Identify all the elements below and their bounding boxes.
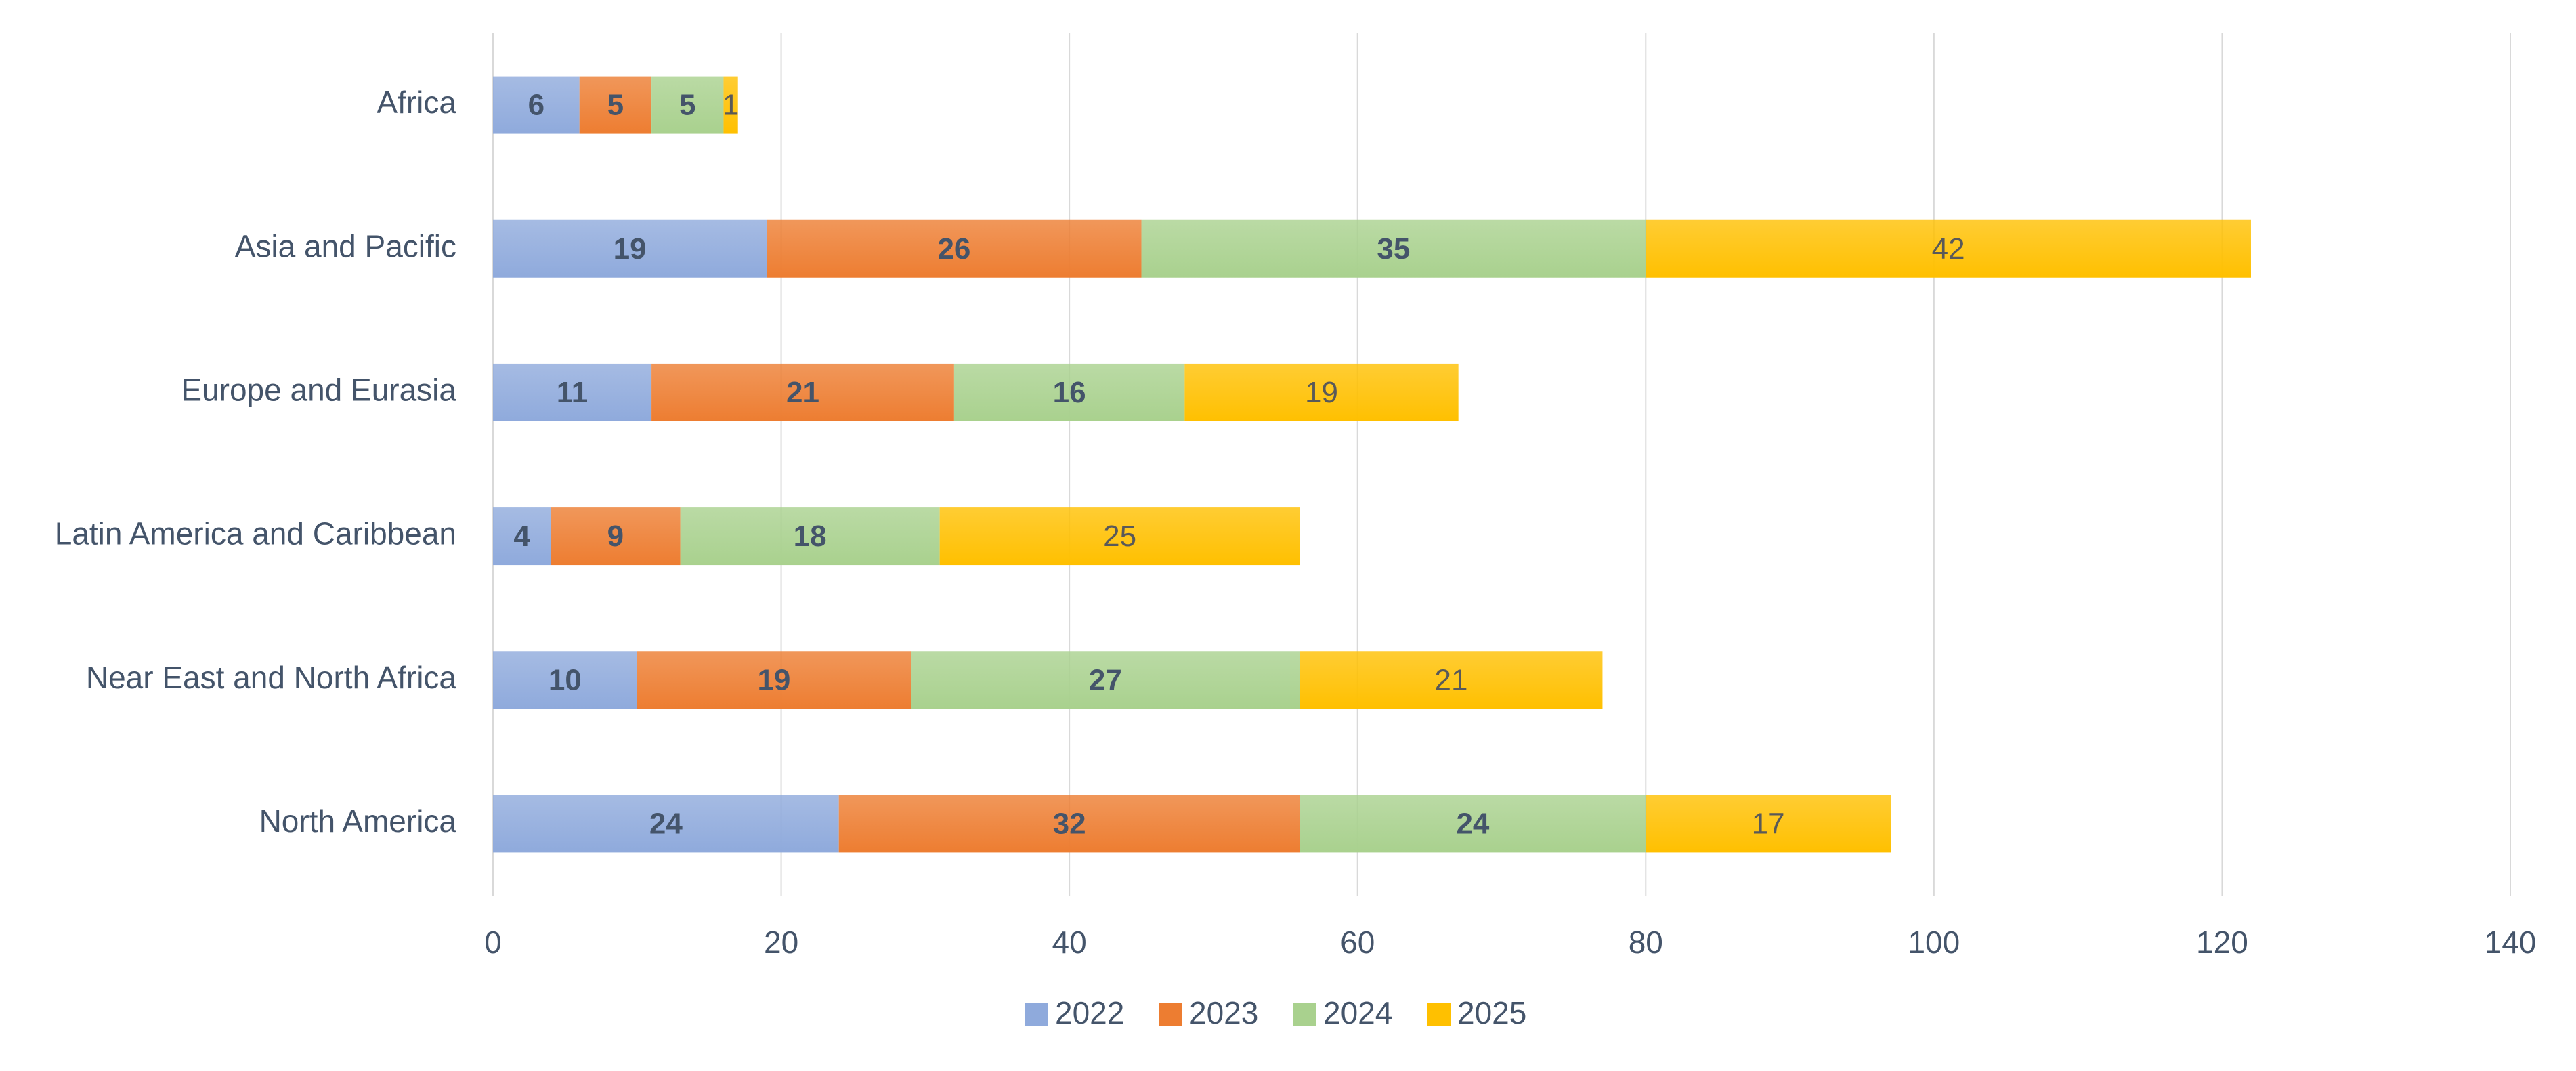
data-label: 35: [1377, 232, 1410, 266]
data-label: 5: [607, 89, 624, 122]
data-label: 11: [557, 376, 588, 409]
bar-segment: [1184, 363, 1459, 421]
data-label: 18: [794, 520, 827, 553]
y-tick-label: Latin America and Caribbean: [55, 516, 456, 551]
data-label: 5: [679, 89, 695, 122]
data-label: 16: [1053, 376, 1086, 409]
bar-segment: [1646, 219, 2251, 278]
bar-segment: [493, 219, 767, 278]
x-tick-label: 140: [2485, 925, 2537, 960]
bar-segment: [551, 507, 681, 566]
data-label: 19: [614, 232, 647, 266]
legend-label: 2022: [1055, 995, 1124, 1030]
data-label: 9: [607, 520, 624, 553]
data-label: 26: [937, 232, 970, 266]
bar-segment: [1646, 795, 1891, 853]
data-label: 32: [1053, 807, 1086, 841]
x-tick-label: 120: [2196, 925, 2248, 960]
bar-segment: [939, 507, 1300, 566]
bar-segment: [493, 76, 580, 134]
legend-swatch: [1293, 1003, 1316, 1026]
x-tick-label: 80: [1629, 925, 1663, 960]
y-tick-label: Europe and Eurasia: [181, 373, 456, 408]
data-label: 10: [549, 663, 582, 696]
x-tick-label: 20: [764, 925, 798, 960]
bar-segment: [493, 363, 652, 421]
legend-swatch: [1427, 1003, 1451, 1026]
y-tick-label: Near East and North Africa: [86, 660, 457, 695]
data-label: 42: [1932, 232, 1965, 266]
y-tick-label: Asia and Pacific: [235, 228, 456, 264]
data-label: 17: [1752, 807, 1785, 841]
data-label: 6: [528, 89, 544, 122]
bar-segment: [767, 219, 1142, 278]
legend-label: 2025: [1457, 995, 1526, 1030]
x-tick-label: 100: [1908, 925, 1960, 960]
data-label: 21: [1435, 663, 1468, 696]
data-label: 4: [513, 520, 530, 553]
bar-segment: [651, 363, 954, 421]
data-label: 25: [1103, 520, 1136, 553]
data-label: 19: [757, 663, 790, 696]
bar-segment: [493, 507, 551, 566]
data-label: 21: [786, 376, 819, 409]
bar-segment: [723, 76, 738, 134]
legend-label: 2023: [1189, 995, 1258, 1030]
legend-label: 2024: [1323, 995, 1392, 1030]
bar-segment: [493, 795, 839, 853]
bar-segment: [1300, 651, 1603, 709]
data-label: 27: [1089, 663, 1122, 696]
x-tick-label: 40: [1052, 925, 1087, 960]
bar-segment: [953, 363, 1185, 421]
y-tick-label: Africa: [377, 85, 456, 120]
x-tick-label: 0: [484, 925, 502, 960]
bar-segment: [651, 76, 724, 134]
bar-segment: [1300, 795, 1646, 853]
data-label: 24: [1456, 807, 1489, 841]
legend-swatch: [1159, 1003, 1182, 1026]
x-tick-label: 60: [1340, 925, 1375, 960]
bar-segment: [637, 651, 911, 709]
data-label: 24: [649, 807, 683, 841]
bar-segment: [911, 651, 1300, 709]
y-tick-label: North America: [259, 803, 457, 839]
data-label: 19: [1305, 376, 1338, 409]
bar-segment: [838, 795, 1300, 853]
bar-segment: [579, 76, 652, 134]
bar-segment: [680, 507, 940, 566]
bar-segment: [1141, 219, 1646, 278]
bar-segment: [493, 651, 637, 709]
data-label: 1: [723, 89, 739, 122]
legend-swatch: [1025, 1003, 1048, 1026]
